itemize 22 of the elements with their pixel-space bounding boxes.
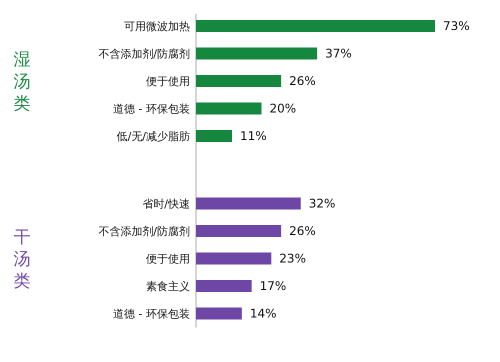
y-tick-label: 不含添加剂/防腐剂 bbox=[98, 47, 190, 60]
y-tick-label: 素食主义 bbox=[146, 280, 190, 293]
data-label: 26% bbox=[289, 74, 316, 88]
data-label: 20% bbox=[269, 102, 296, 116]
data-label: 26% bbox=[289, 224, 316, 238]
data-label: 17% bbox=[260, 279, 286, 294]
data-label: 23% bbox=[279, 252, 306, 266]
data-label: 32% bbox=[308, 196, 336, 211]
y-tick-label: 便于使用 bbox=[146, 252, 190, 266]
y-tick-label: 便于使用 bbox=[146, 74, 190, 88]
data-label: 73% bbox=[443, 19, 470, 34]
y-tick-label: 道德 - 环保包装 bbox=[113, 102, 190, 116]
text: 干汤类 bbox=[14, 227, 30, 292]
y-tick-label: 道德 - 环保包装 bbox=[113, 307, 190, 320]
y-tick-label: 不含添加剂/防腐剂 bbox=[98, 224, 190, 238]
y-tick-label: 可用微波加热 bbox=[124, 20, 190, 33]
y-tick-label: 省时/快速 bbox=[142, 197, 190, 210]
data-label: 37% bbox=[325, 46, 352, 61]
data-label: 11% bbox=[240, 129, 267, 144]
y-tick-label: 低/无/减少脂肪 bbox=[116, 130, 190, 143]
text: 湿汤类 bbox=[14, 50, 30, 114]
data-label: 14% bbox=[250, 306, 277, 321]
